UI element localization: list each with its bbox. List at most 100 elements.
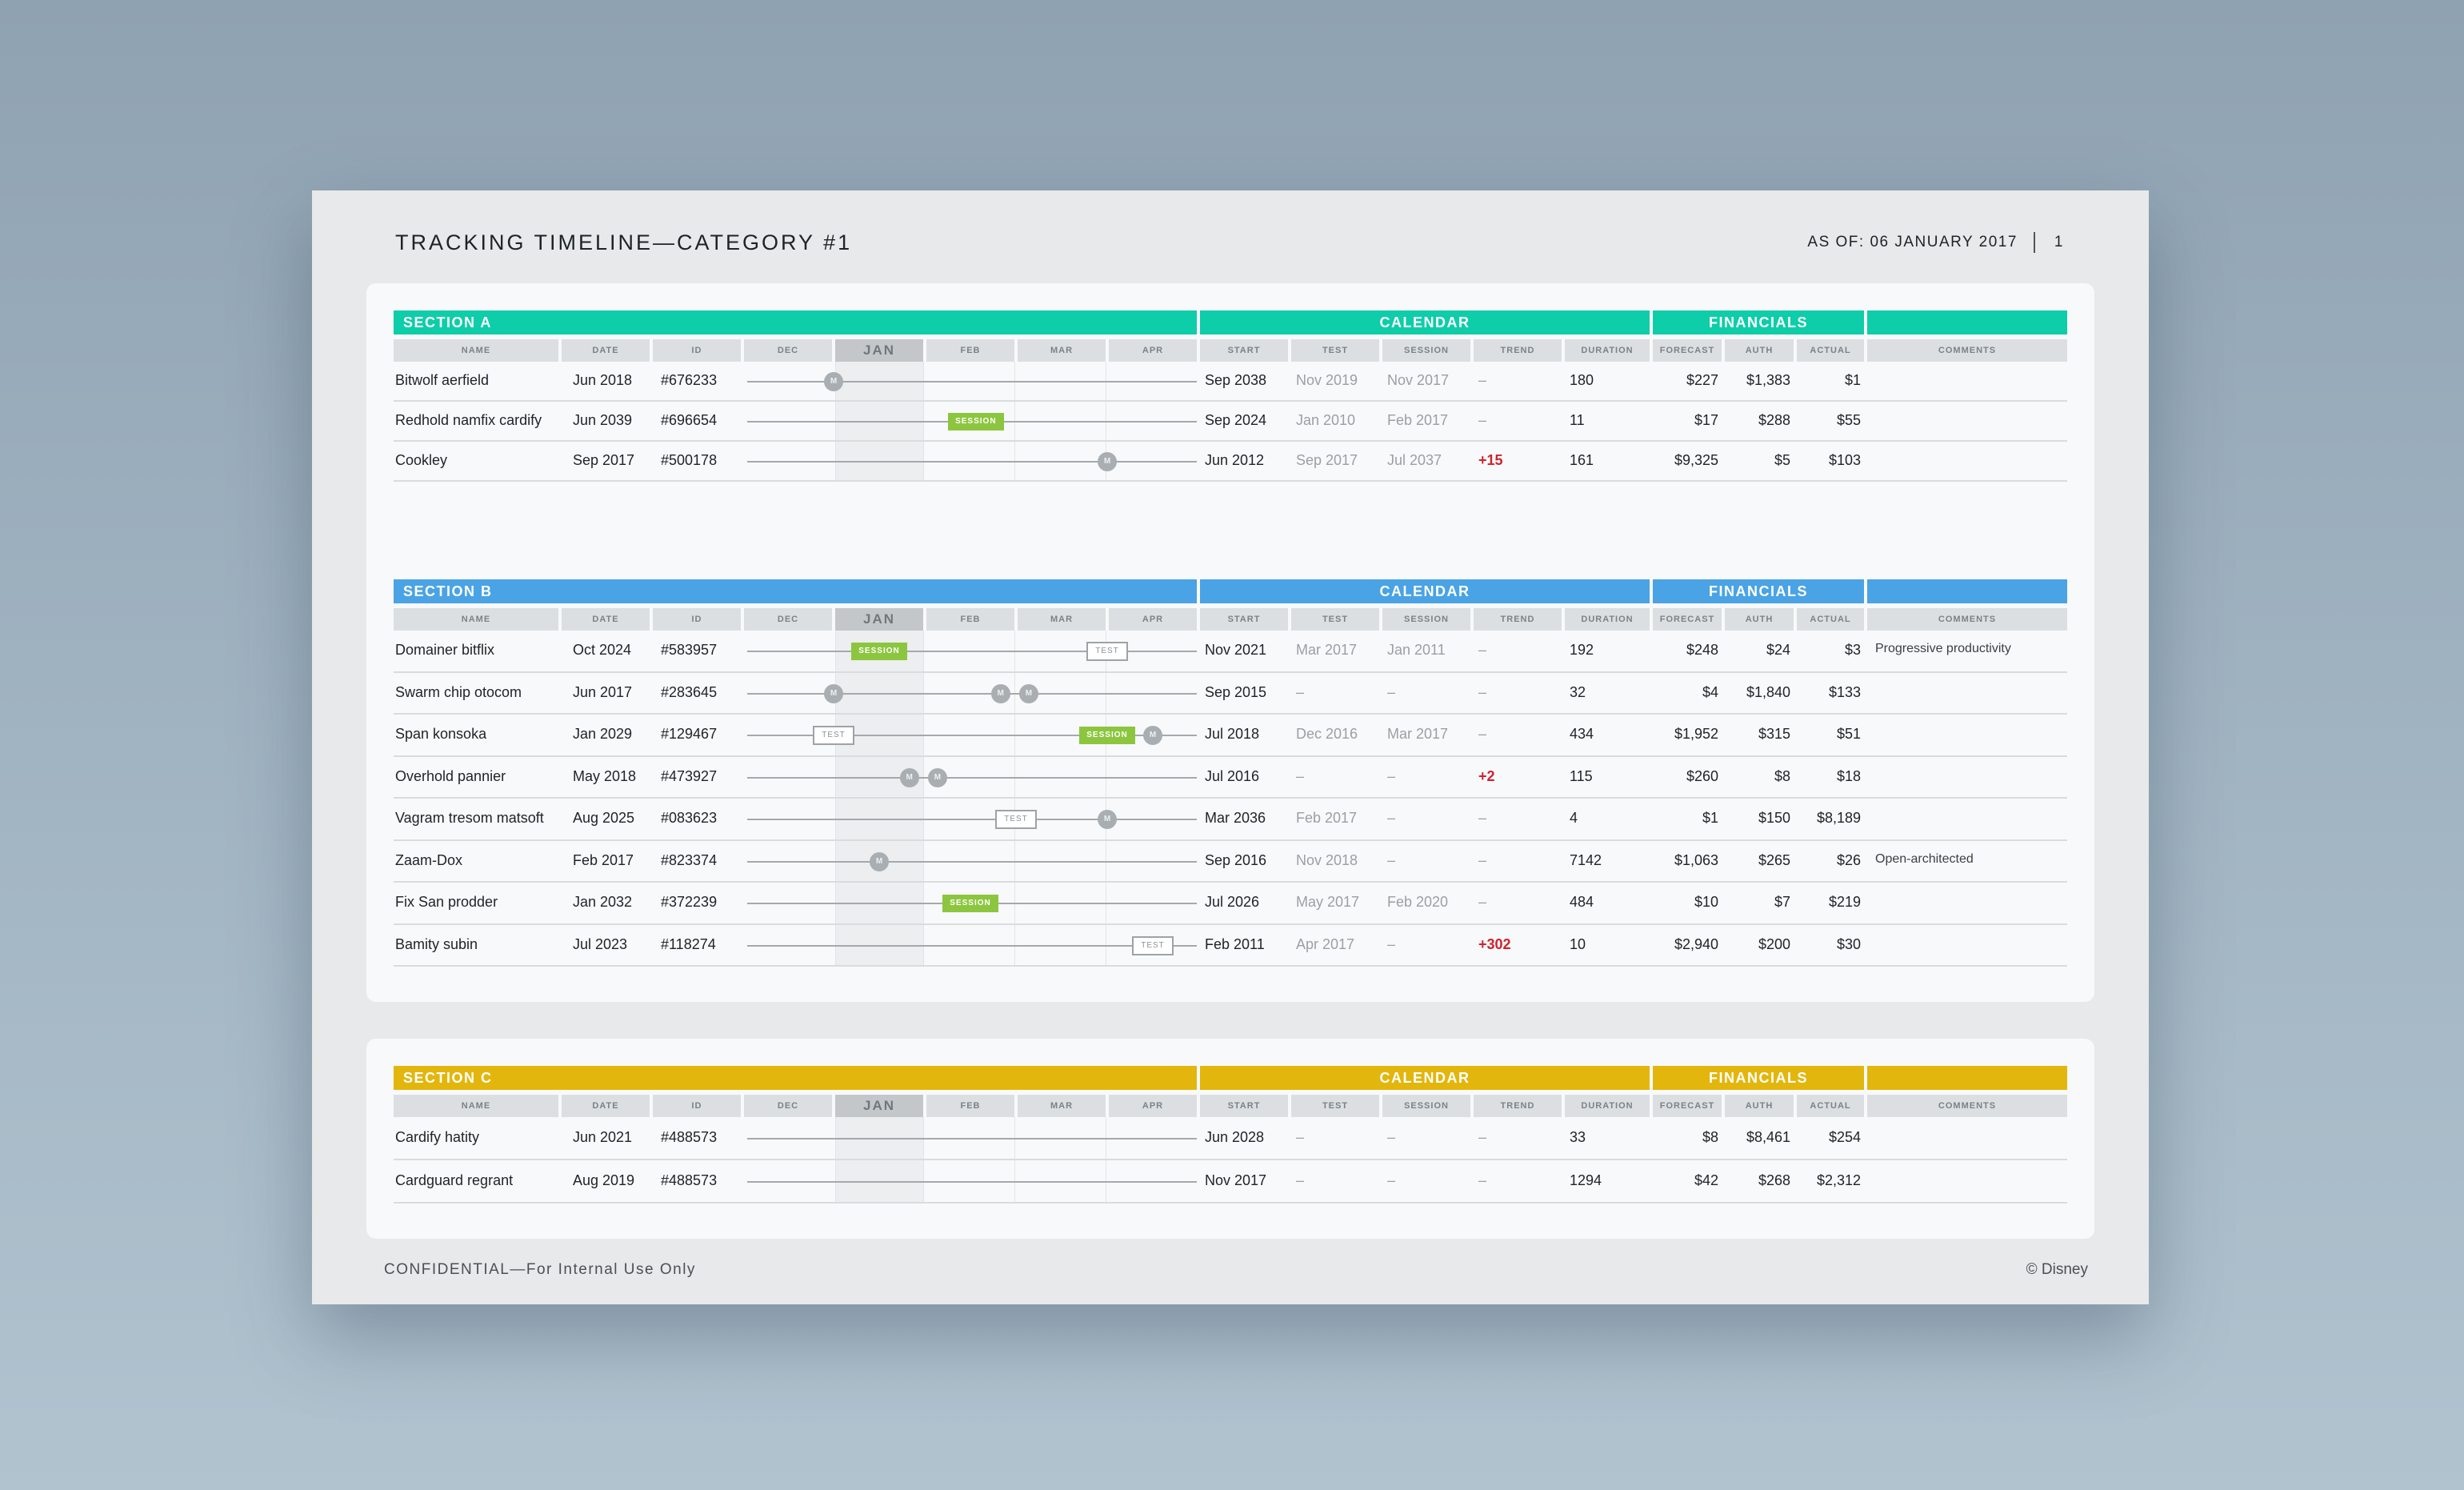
table-row[interactable]: Redhold namfix cardify Jun 2039 #696654 Sep… — [394, 402, 2067, 442]
column-header-session[interactable]: SESSION — [1382, 608, 1470, 631]
table-row[interactable]: Cardify hatity Jun 2021 #488573 Jun 2028 – – –… — [394, 1117, 2067, 1160]
table-row[interactable]: Span konsoka Jan 2029 #129467 Jul 2018 Dec 2… — [394, 715, 2067, 757]
column-header-trend[interactable]: TREND — [1474, 339, 1562, 362]
column-header-test[interactable]: TEST — [1291, 608, 1379, 631]
column-header-comments[interactable]: COMMENTS — [1867, 1095, 2067, 1117]
milestone-marker[interactable]: M — [1098, 810, 1117, 830]
milestone-marker[interactable]: M — [1018, 683, 1038, 703]
column-header-date[interactable]: DATE — [562, 339, 650, 362]
column-header-apr[interactable]: APR — [1109, 1095, 1197, 1117]
session-marker[interactable]: SESSION — [942, 895, 998, 913]
column-header-id[interactable]: ID — [653, 608, 741, 631]
column-header-jan[interactable]: JAN — [835, 339, 923, 362]
milestone-marker[interactable]: M — [899, 767, 919, 787]
cell-forecast: $1,952 — [1674, 726, 1718, 743]
column-header-auth[interactable]: AUTH — [1725, 608, 1794, 631]
cell-test: – — [1296, 767, 1305, 784]
column-header-id[interactable]: ID — [653, 339, 741, 362]
milestone-marker[interactable]: M — [1098, 452, 1117, 471]
cell-comment: Open-architected — [1875, 851, 1974, 866]
table-row[interactable]: Domainer bitflix Oct 2024 #583957 Nov 2021 M… — [394, 631, 2067, 673]
column-header-trend[interactable]: TREND — [1474, 1095, 1562, 1117]
column-header-mar[interactable]: MAR — [1018, 1095, 1106, 1117]
column-header-apr[interactable]: APR — [1109, 339, 1197, 362]
column-header-jan[interactable]: JAN — [835, 608, 923, 631]
cell-id: #118274 — [661, 935, 716, 952]
milestone-marker[interactable]: M — [1143, 726, 1162, 746]
column-header-feb[interactable]: FEB — [926, 339, 1014, 362]
column-header-test[interactable]: TEST — [1291, 1095, 1379, 1117]
table-row[interactable]: Overhold pannier May 2018 #473927 Jul 2016 –… — [394, 757, 2067, 799]
test-marker[interactable]: TEST — [813, 726, 854, 746]
column-header-comments[interactable]: COMMENTS — [1867, 339, 2067, 362]
milestone-marker[interactable]: M — [870, 851, 889, 871]
test-marker[interactable]: TEST — [1132, 935, 1174, 955]
cell-name: Fix San prodder — [395, 894, 498, 911]
cell-date: Feb 2017 — [573, 851, 634, 868]
column-header-mar[interactable]: MAR — [1018, 608, 1106, 631]
column-header-apr[interactable]: APR — [1109, 608, 1197, 631]
timeline-track — [747, 735, 1197, 737]
test-marker[interactable]: TEST — [995, 810, 1037, 830]
table-row[interactable]: Fix San prodder Jan 2032 #372239 Jul 2026 Ma… — [394, 883, 2067, 925]
column-header-date[interactable]: DATE — [562, 1095, 650, 1117]
column-header-actual[interactable]: ACTUAL — [1797, 608, 1864, 631]
column-header-start[interactable]: START — [1200, 339, 1288, 362]
milestone-marker[interactable]: M — [824, 683, 843, 703]
column-header-actual[interactable]: ACTUAL — [1797, 1095, 1864, 1117]
column-header-mar[interactable]: MAR — [1018, 339, 1106, 362]
table-row[interactable]: Bitwolf aerfield Jun 2018 #676233 Sep 2038 N… — [394, 362, 2067, 402]
column-header-date[interactable]: DATE — [562, 608, 650, 631]
column-header-name[interactable]: NAME — [394, 608, 558, 631]
cell-date: Oct 2024 — [573, 642, 632, 659]
column-header-duration[interactable]: DURATION — [1565, 339, 1650, 362]
cell-id: #696654 — [661, 412, 718, 428]
cell-actual: $3 — [1844, 642, 1861, 659]
table-row[interactable]: Cardguard regrant Aug 2019 #488573 Nov 2017… — [394, 1160, 2067, 1204]
column-header-forecast[interactable]: FORECAST — [1653, 608, 1722, 631]
column-header-duration[interactable]: DURATION — [1565, 1095, 1650, 1117]
milestone-marker[interactable]: M — [824, 372, 843, 391]
column-header-actual[interactable]: ACTUAL — [1797, 339, 1864, 362]
session-marker[interactable]: SESSION — [947, 413, 1004, 431]
cell-session: – — [1387, 851, 1396, 868]
cell-date: Aug 2019 — [573, 1172, 635, 1188]
column-header-forecast[interactable]: FORECAST — [1653, 1095, 1722, 1117]
cell-test: Apr 2017 — [1296, 935, 1355, 952]
table-row[interactable]: Vagram tresom matsoft Aug 2025 #083623 Mar … — [394, 799, 2067, 841]
column-header-session[interactable]: SESSION — [1382, 1095, 1470, 1117]
milestone-marker[interactable]: M — [990, 683, 1010, 703]
column-header-comments[interactable]: COMMENTS — [1867, 608, 2067, 631]
cell-start: Jul 2026 — [1205, 894, 1260, 911]
column-header-duration[interactable]: DURATION — [1565, 608, 1650, 631]
column-header-feb[interactable]: FEB — [926, 1095, 1014, 1117]
table-row[interactable]: Swarm chip otocom Jun 2017 #283645 Sep 2015… — [394, 673, 2067, 715]
column-header-id[interactable]: ID — [653, 1095, 741, 1117]
session-marker[interactable]: SESSION — [851, 643, 907, 661]
column-header-start[interactable]: START — [1200, 608, 1288, 631]
column-header-start[interactable]: START — [1200, 1095, 1288, 1117]
column-header-test[interactable]: TEST — [1291, 339, 1379, 362]
column-header-dec[interactable]: DEC — [744, 608, 832, 631]
table-row[interactable]: Zaam-Dox Feb 2017 #823374 Sep 2016 Nov 2018 –… — [394, 841, 2067, 883]
table-row[interactable]: Bamity subin Jul 2023 #118274 Feb 2011 Apr 2… — [394, 925, 2067, 967]
column-header-dec[interactable]: DEC — [744, 1095, 832, 1117]
cell-trend: – — [1478, 810, 1487, 827]
column-header-forecast[interactable]: FORECAST — [1653, 339, 1722, 362]
column-header-name[interactable]: NAME — [394, 1095, 558, 1117]
table-row[interactable]: Cookley Sep 2017 #500178 Jun 2012 Sep 2017 Ju… — [394, 442, 2067, 482]
column-header-trend[interactable]: TREND — [1474, 608, 1562, 631]
column-header-auth[interactable]: AUTH — [1725, 1095, 1794, 1117]
column-header-jan[interactable]: JAN — [835, 1095, 923, 1117]
session-marker[interactable]: SESSION — [1079, 727, 1135, 745]
column-header-feb[interactable]: FEB — [926, 608, 1014, 631]
column-header-auth[interactable]: AUTH — [1725, 339, 1794, 362]
column-header-dec[interactable]: DEC — [744, 339, 832, 362]
cell-trend: +15 — [1478, 452, 1503, 468]
column-header-session[interactable]: SESSION — [1382, 339, 1470, 362]
timeline-gridline — [923, 631, 924, 967]
confidential-note: CONFIDENTIAL—For Internal Use Only — [384, 1261, 696, 1278]
column-header-name[interactable]: NAME — [394, 339, 558, 362]
milestone-marker[interactable]: M — [927, 767, 947, 787]
test-marker[interactable]: TEST — [1086, 642, 1128, 662]
